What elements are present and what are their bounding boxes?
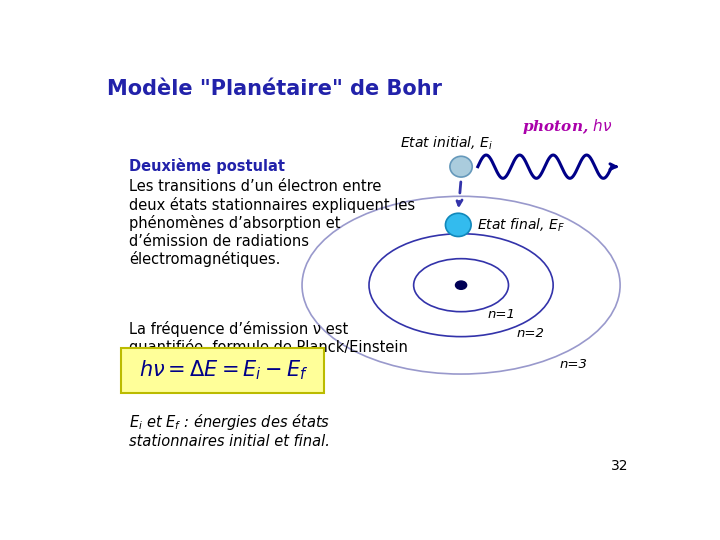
Ellipse shape bbox=[450, 156, 472, 177]
Text: photon, $h\nu$: photon, $h\nu$ bbox=[522, 117, 613, 136]
Text: Modèle "Planétaire" de Bohr: Modèle "Planétaire" de Bohr bbox=[107, 79, 442, 99]
Ellipse shape bbox=[446, 213, 471, 237]
Text: Etat final, $E_F$: Etat final, $E_F$ bbox=[477, 216, 564, 234]
Text: 32: 32 bbox=[611, 459, 629, 473]
Circle shape bbox=[456, 281, 467, 289]
Text: $E_i$ et $E_f$ : énergies des états
stationnaires initial et final.: $E_i$ et $E_f$ : énergies des états stat… bbox=[129, 412, 330, 449]
Text: n=1: n=1 bbox=[487, 308, 515, 321]
Text: n=2: n=2 bbox=[516, 327, 544, 340]
Text: Deuxième postulat: Deuxième postulat bbox=[129, 158, 285, 174]
Text: Les transitions d’un électron entre
deux états stationnaires expliquent les
phén: Les transitions d’un électron entre deux… bbox=[129, 179, 415, 267]
Text: $h\nu = \Delta E = E_i - E_f$: $h\nu = \Delta E = E_i - E_f$ bbox=[139, 359, 309, 382]
FancyBboxPatch shape bbox=[121, 348, 324, 393]
Text: La fréquence d’émission ν est
quantifiée  formule de Planck/Einstein: La fréquence d’émission ν est quantifiée… bbox=[129, 321, 408, 355]
Text: Etat initial, $E_i$: Etat initial, $E_i$ bbox=[400, 134, 492, 152]
Text: n=3: n=3 bbox=[559, 358, 588, 371]
